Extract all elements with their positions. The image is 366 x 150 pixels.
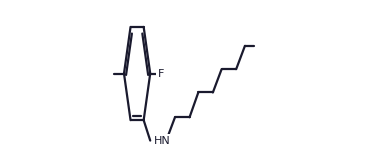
Text: F: F <box>158 69 164 79</box>
Text: HN: HN <box>154 136 171 146</box>
